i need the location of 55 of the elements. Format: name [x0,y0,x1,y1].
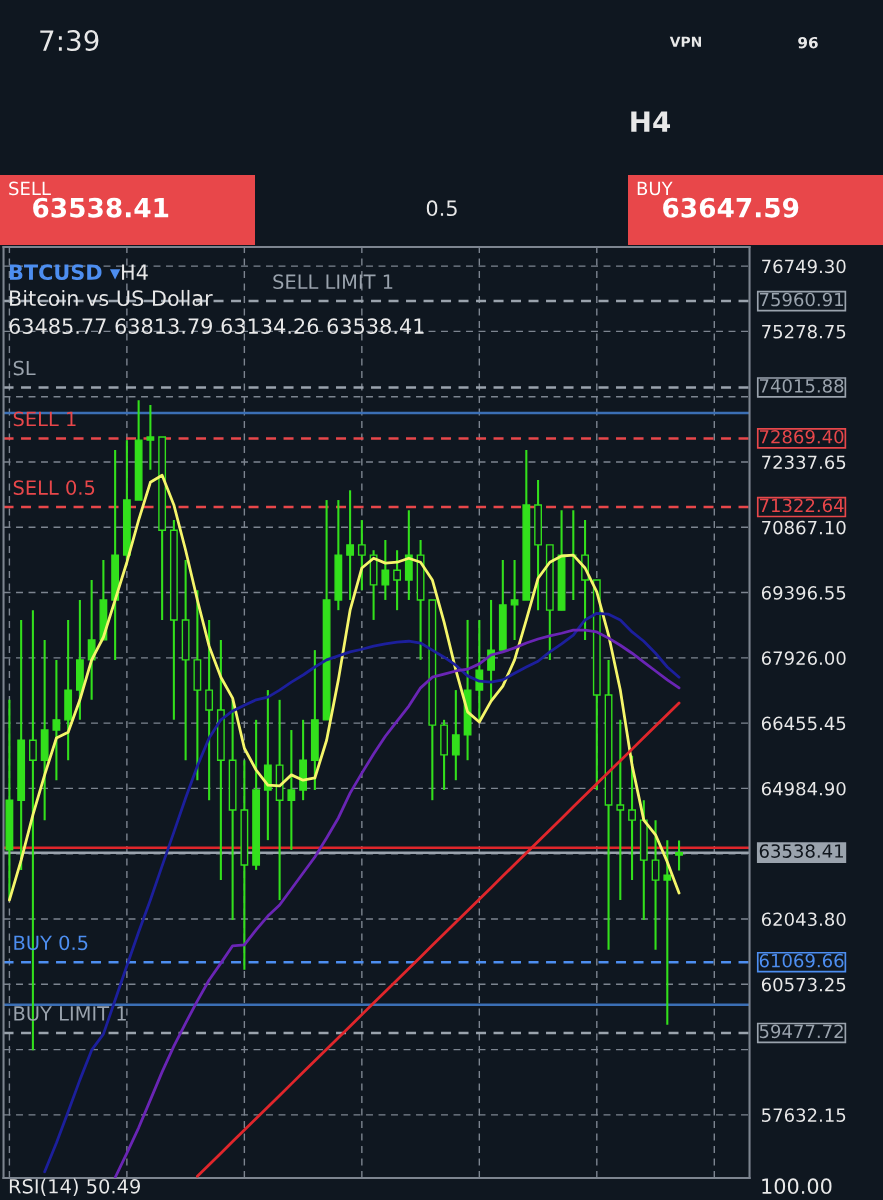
ref-line-label: SELL LIMIT 1 [273,274,393,290]
text: RSI(14) 50.49 [9,1178,140,1196]
candlestick [475,618,484,721]
candlestick [451,689,460,782]
text: 71322.64 [759,498,844,513]
annotation: Bitcoin vs US Dollar [10,289,213,307]
candlestick [393,549,402,612]
candlestick [487,598,496,701]
candlestick [663,839,672,1026]
text: H4 [631,111,671,132]
candlestick [651,819,660,951]
y-tick-label: 69396.55 [761,586,846,600]
candlestick [510,558,519,641]
ref-line-label: SELL 1 [13,411,76,427]
annotation: 63485.77 63813.79 63134.26 63538.41 [9,318,424,335]
text: 96 [798,36,818,49]
candlestick [146,404,155,471]
y-tick-label: 75278.75 [762,324,846,339]
text: 7:39 [40,30,99,52]
text: 63538.41 [33,197,169,218]
y-tick-label: 57632.15 [762,1108,846,1122]
candlestick [287,729,296,851]
annotation: BTCUSD ▾ [9,264,121,281]
text: SELL [9,181,51,196]
y-tick-label: 70867.10 [762,520,846,535]
candlestick [52,658,61,782]
text: VPN [669,36,701,47]
text: 75960.91 [759,292,843,307]
text: 0.5 [426,200,457,217]
text: 63647.59 [663,197,799,218]
candlestick [205,618,214,802]
candlestick [346,489,355,601]
text: 100.00 [762,1178,832,1195]
candlestick [675,839,683,872]
candlestick [357,519,366,592]
y-tick-label: 62043.80 [761,912,846,927]
line-series [8,473,681,902]
ref-line-label: SELL 0.5 [13,480,95,495]
candlestick [381,538,390,601]
text: 72869.40 [759,429,844,444]
y-tick-label: 76749.30 [762,259,846,274]
ref-line-label: SL [13,360,36,376]
annotation: H4 [122,264,148,280]
text: BUY [637,181,673,196]
text: 61069.66 [759,953,844,968]
y-tick-label: 67926.00 [761,651,846,665]
y-tick-label: 60573.25 [761,977,846,992]
candlestick [628,754,636,882]
text: 59477.72 [759,1024,843,1039]
y-tick-label: 72337.65 [762,455,846,470]
y-tick-label: 64984.90 [761,781,846,796]
text: 74015.88 [759,379,844,393]
y-tick-label: 66455.45 [761,716,846,731]
candlestick [616,718,625,902]
text: 63538.41 [759,844,843,858]
